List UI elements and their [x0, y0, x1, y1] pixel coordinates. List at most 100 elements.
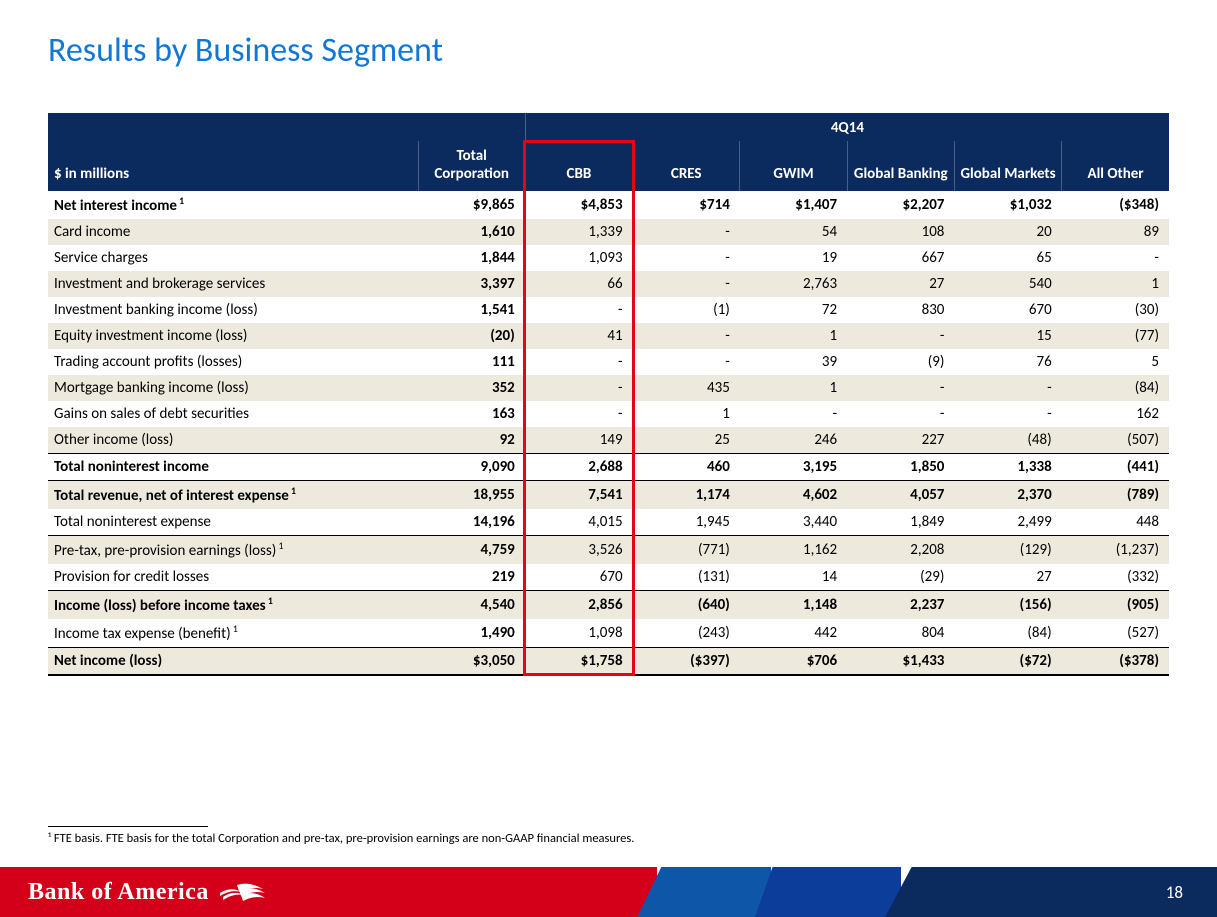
- table-cell: ($72): [954, 648, 1061, 676]
- footer-accent-1: [637, 867, 771, 917]
- table-cell: 3,195: [740, 454, 847, 481]
- table-container: 4Q14 $ in millions Total CorporationCBBC…: [48, 113, 1169, 676]
- table-cell: -: [633, 245, 740, 271]
- table-cell: 2,208: [847, 536, 954, 565]
- table-cell: 3,397: [418, 271, 525, 297]
- table-cell: 18,955: [418, 481, 525, 510]
- table-row: Net interest income 1$9,865$4,853$714$1,…: [48, 191, 1169, 219]
- table-cell: 1,610: [418, 219, 525, 245]
- table-cell: 7,541: [525, 481, 632, 510]
- table-cell: 1,339: [525, 219, 632, 245]
- table-cell: -: [525, 401, 632, 427]
- table-cell: 1,162: [740, 536, 847, 565]
- table-cell: 435: [633, 375, 740, 401]
- table-cell: (640): [633, 591, 740, 620]
- table-cell: $1,758: [525, 648, 632, 676]
- table-cell: -: [633, 219, 740, 245]
- table-cell: 352: [418, 375, 525, 401]
- row-label: Income (loss) before income taxes 1: [48, 591, 418, 620]
- table-cell: -: [525, 349, 632, 375]
- table-cell: 27: [954, 564, 1061, 591]
- table-cell: 162: [1062, 401, 1169, 427]
- table-cell: 108: [847, 219, 954, 245]
- table-cell: 3,440: [740, 509, 847, 536]
- table-cell: 149: [525, 427, 632, 454]
- table-row: Income tax expense (benefit) 11,4901,098…: [48, 619, 1169, 648]
- table-cell: -: [847, 323, 954, 349]
- table-cell: 72: [740, 297, 847, 323]
- table-cell: 1: [633, 401, 740, 427]
- table-cell: -: [847, 401, 954, 427]
- table-row: Investment banking income (loss)1,541-(1…: [48, 297, 1169, 323]
- row-label: Total revenue, net of interest expense 1: [48, 481, 418, 510]
- table-cell: 1,148: [740, 591, 847, 620]
- table-cell: 39: [740, 349, 847, 375]
- table-cell: 163: [418, 401, 525, 427]
- row-label: Net income (loss): [48, 648, 418, 676]
- table-cell: (507): [1062, 427, 1169, 454]
- row-label: Investment and brokerage services: [48, 271, 418, 297]
- table-cell: 1: [740, 323, 847, 349]
- table-cell: 14: [740, 564, 847, 591]
- table-cell: (9): [847, 349, 954, 375]
- blank-header: [48, 113, 418, 141]
- table-cell: 1: [740, 375, 847, 401]
- table-row: Service charges1,8441,093-1966765-: [48, 245, 1169, 271]
- table-cell: (30): [1062, 297, 1169, 323]
- table-cell: -: [740, 401, 847, 427]
- column-header: CRES: [633, 141, 740, 191]
- table-cell: 111: [418, 349, 525, 375]
- table-cell: 14,196: [418, 509, 525, 536]
- table-cell: 442: [740, 619, 847, 648]
- table-cell: ($348): [1062, 191, 1169, 219]
- row-label: Net interest income 1: [48, 191, 418, 219]
- table-cell: -: [633, 349, 740, 375]
- row-label: Gains on sales of debt securities: [48, 401, 418, 427]
- table-cell: 2,688: [525, 454, 632, 481]
- table-cell: 1,098: [525, 619, 632, 648]
- table-cell: $3,050: [418, 648, 525, 676]
- table-row: Net income (loss)$3,050$1,758($397)$706$…: [48, 648, 1169, 676]
- table-cell: 89: [1062, 219, 1169, 245]
- table-cell: 1,844: [418, 245, 525, 271]
- column-header: All Other: [1062, 141, 1169, 191]
- table-cell: 804: [847, 619, 954, 648]
- table-cell: -: [633, 271, 740, 297]
- table-cell: 1,849: [847, 509, 954, 536]
- table-cell: 9,090: [418, 454, 525, 481]
- table-cell: 667: [847, 245, 954, 271]
- footer-bar: Bank of America 18: [0, 867, 1217, 917]
- table-cell: 4,759: [418, 536, 525, 565]
- brand-block: Bank of America: [0, 867, 657, 917]
- table-cell: 20: [954, 219, 1061, 245]
- table-cell: (84): [954, 619, 1061, 648]
- table-cell: 1,174: [633, 481, 740, 510]
- table-cell: 54: [740, 219, 847, 245]
- footer-accent-2: [755, 867, 901, 917]
- table-cell: (131): [633, 564, 740, 591]
- table-row: Total noninterest expense14,1964,0151,94…: [48, 509, 1169, 536]
- table-cell: -: [633, 323, 740, 349]
- table-row: Mortgage banking income (loss)352-4351--…: [48, 375, 1169, 401]
- table-cell: 65: [954, 245, 1061, 271]
- table-cell: 92: [418, 427, 525, 454]
- table-cell: 1,338: [954, 454, 1061, 481]
- table-cell: (771): [633, 536, 740, 565]
- blank-header: [418, 113, 525, 141]
- table-cell: $2,207: [847, 191, 954, 219]
- table-body: Net interest income 1$9,865$4,853$714$1,…: [48, 191, 1169, 675]
- slide: Results by Business Segment 4Q14 $ in mi…: [0, 0, 1217, 917]
- table-cell: 540: [954, 271, 1061, 297]
- table-row: Trading account profits (losses)111--39(…: [48, 349, 1169, 375]
- page-number: 18: [1166, 882, 1183, 903]
- table-row: Equity investment income (loss)(20)41-1-…: [48, 323, 1169, 349]
- table-cell: $1,433: [847, 648, 954, 676]
- row-label: Provision for credit losses: [48, 564, 418, 591]
- flag-icon: [219, 880, 265, 904]
- table-cell: 25: [633, 427, 740, 454]
- table-cell: (905): [1062, 591, 1169, 620]
- row-header-label: $ in millions: [48, 141, 418, 191]
- table-cell: ($378): [1062, 648, 1169, 676]
- column-header: Global Markets: [954, 141, 1061, 191]
- row-label: Total noninterest income: [48, 454, 418, 481]
